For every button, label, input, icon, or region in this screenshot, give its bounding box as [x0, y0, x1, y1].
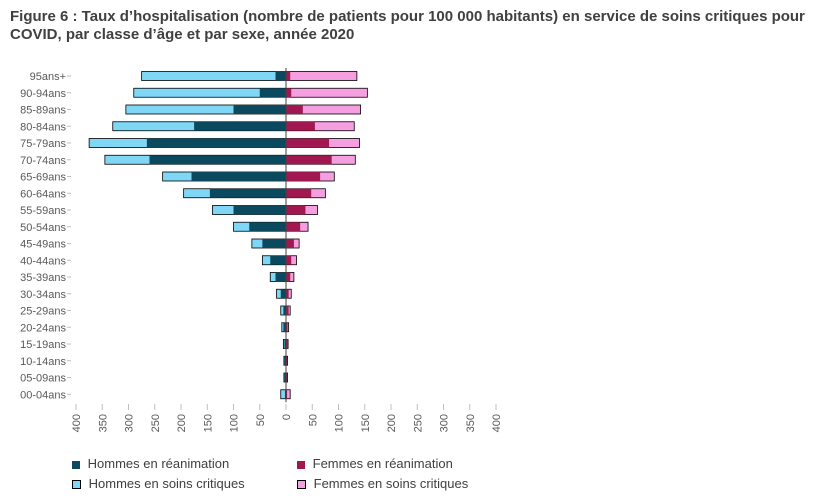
category-labels: 95ans+ 90-94ans 85-89ans 80-84ans 75-79ans 70…	[20, 71, 71, 401]
bar-femmes-en-r-animation-00-04ans	[286, 389, 288, 399]
category-label-90-94ans: 90-94ans	[20, 88, 66, 100]
legend-swatch-women-critical	[297, 480, 306, 490]
category-label-55-59ans: 55-59ans	[20, 205, 66, 217]
bar-hommes-en-r-animation-85-89ans	[233, 105, 286, 114]
x-tick-label: 100	[229, 414, 241, 432]
x-tick-label: 400	[491, 414, 503, 432]
bar-femmes-en-r-animation-50-54ans	[286, 222, 301, 232]
x-tick-label: 250	[412, 414, 424, 432]
x-tick-label: 150	[360, 414, 372, 432]
x-tick-label: 50	[255, 414, 267, 426]
bar-femmes-en-r-animation-80-84ans	[286, 121, 315, 131]
category-label-75-79ans: 75-79ans	[20, 138, 66, 150]
category-label-20-24ans: 20-24ans	[20, 322, 66, 334]
bar-hommes-en-r-animation-60-64ans	[209, 188, 286, 198]
category-label-60-64ans: 60-64ans	[20, 188, 66, 200]
x-tick-label: 100	[334, 414, 346, 432]
category-label-30-34ans: 30-34ans	[20, 289, 66, 301]
bar-hommes-en-r-animation-05-09ans	[284, 373, 286, 382]
chart-title: Figure 6 : Taux d’hospitalisation (nombr…	[10, 8, 805, 43]
category-label-35-39ans: 35-39ans	[20, 272, 66, 284]
category-label-05-09ans: 05-09ans	[20, 373, 66, 385]
bar-femmes-en-soins-critiques-95ans-	[285, 71, 358, 81]
bar-femmes-en-r-animation-30-34ans	[286, 289, 289, 299]
category-label-80-84ans: 80-84ans	[20, 121, 66, 133]
category-label-00-04ans: 00-04ans	[20, 389, 66, 401]
bar-hommes-en-r-animation-45-49ans	[262, 239, 286, 248]
legend-label-women-critical: Femmes en soins critiques	[313, 476, 469, 491]
bar-hommes-en-r-animation-65-69ans	[191, 172, 286, 181]
x-tick-label: 250	[150, 414, 162, 432]
legend-men-icu: Hommes en réanimation	[72, 456, 229, 471]
x-axis-ticks: 400 350 300 250 200 150 100 50 0 50 100 150 200 250 30…	[71, 404, 503, 432]
legend-label-men-critical: Hommes en soins critiques	[88, 476, 245, 491]
bar-femmes-en-r-animation-65-69ans	[286, 172, 321, 181]
bar-hommes-en-r-animation-20-24ans	[283, 322, 286, 332]
bar-hommes-en-r-animation-55-59ans	[233, 205, 286, 215]
bars-group	[88, 71, 368, 400]
category-label-65-69ans: 65-69ans	[20, 172, 66, 184]
legend-swatch-men-icu	[72, 460, 80, 469]
bar-femmes-en-r-animation-55-59ans	[286, 205, 306, 215]
bar-femmes-en-r-animation-15-19ans	[286, 339, 288, 349]
category-label-15-19ans: 15-19ans	[20, 339, 66, 351]
bar-hommes-en-r-animation-15-19ans	[284, 339, 286, 349]
category-label-45-49ans: 45-49ans	[20, 239, 66, 251]
bar-hommes-en-r-animation-70-74ans	[149, 155, 286, 165]
bar-femmes-en-soins-critiques-90-94ans	[285, 87, 368, 98]
category-label-70-74ans: 70-74ans	[20, 155, 66, 167]
legend-label-men-icu: Hommes en réanimation	[87, 456, 230, 471]
bar-femmes-en-r-animation-60-64ans	[286, 188, 312, 198]
category-label-40-44ans: 40-44ans	[20, 255, 66, 267]
bar-hommes-en-r-animation-50-54ans	[249, 222, 286, 232]
bar-hommes-en-r-animation-25-29ans	[283, 306, 286, 315]
bar-femmes-en-r-animation-75-79ans	[286, 138, 330, 148]
legend-swatch-men-critical	[72, 480, 81, 490]
x-tick-label: 200	[176, 414, 188, 432]
category-label-85-89ans: 85-89ans	[20, 105, 66, 117]
legend-women-critical: Femmes en soins critiques	[297, 476, 468, 491]
bar-femmes-en-r-animation-10-14ans	[286, 356, 288, 366]
x-tick-label: 0	[281, 414, 293, 420]
x-tick-label: 350	[465, 414, 477, 432]
bar-femmes-en-r-animation-20-24ans	[286, 322, 288, 332]
bar-hommes-en-r-animation-75-79ans	[146, 138, 286, 148]
bar-hommes-en-soins-critiques-95ans-	[141, 71, 287, 81]
bar-femmes-en-r-animation-25-29ans	[286, 306, 289, 315]
legend-label-women-icu: Femmes en réanimation	[312, 456, 453, 471]
bar-hommes-en-r-animation-30-34ans	[280, 289, 286, 299]
x-tick-label: 350	[97, 414, 109, 432]
legend-men-critical: Hommes en soins critiques	[72, 476, 245, 491]
bar-femmes-en-r-animation-40-44ans	[286, 255, 292, 265]
bar-femmes-en-r-animation-85-89ans	[286, 105, 303, 114]
bar-hommes-en-r-animation-80-84ans	[194, 121, 286, 131]
bar-femmes-en-r-animation-45-49ans	[286, 239, 294, 248]
legend-women-icu: Femmes en réanimation	[297, 456, 453, 471]
category-label-10-14ans: 10-14ans	[20, 356, 66, 368]
x-tick-label: 50	[307, 414, 319, 426]
bar-femmes-en-r-animation-70-74ans	[286, 155, 332, 165]
bar-hommes-en-r-animation-95ans-	[275, 71, 286, 81]
x-tick-label: 400	[71, 414, 83, 432]
category-label-50-54ans: 50-54ans	[20, 222, 66, 234]
x-tick-label: 300	[124, 414, 136, 432]
category-label-95ans-: 95ans+	[30, 71, 66, 83]
bar-hommes-en-r-animation-35-39ans	[275, 272, 286, 282]
bar-hommes-en-r-animation-10-14ans	[284, 356, 286, 366]
x-tick-label: 300	[439, 414, 451, 432]
x-tick-label: 150	[202, 414, 214, 432]
bar-femmes-en-r-animation-35-39ans	[286, 272, 291, 282]
bar-femmes-en-r-animation-95ans-	[286, 71, 291, 81]
bar-hommes-en-r-animation-90-94ans	[259, 88, 286, 98]
bar-femmes-en-r-animation-05-09ans	[286, 373, 288, 382]
legend-swatch-women-icu	[297, 460, 305, 469]
bar-hommes-en-r-animation-40-44ans	[270, 255, 286, 265]
x-tick-label: 200	[386, 414, 398, 432]
bar-femmes-en-r-animation-90-94ans	[286, 88, 292, 98]
bar-hommes-en-r-animation-00-04ans	[284, 389, 286, 399]
category-label-25-29ans: 25-29ans	[20, 306, 66, 318]
